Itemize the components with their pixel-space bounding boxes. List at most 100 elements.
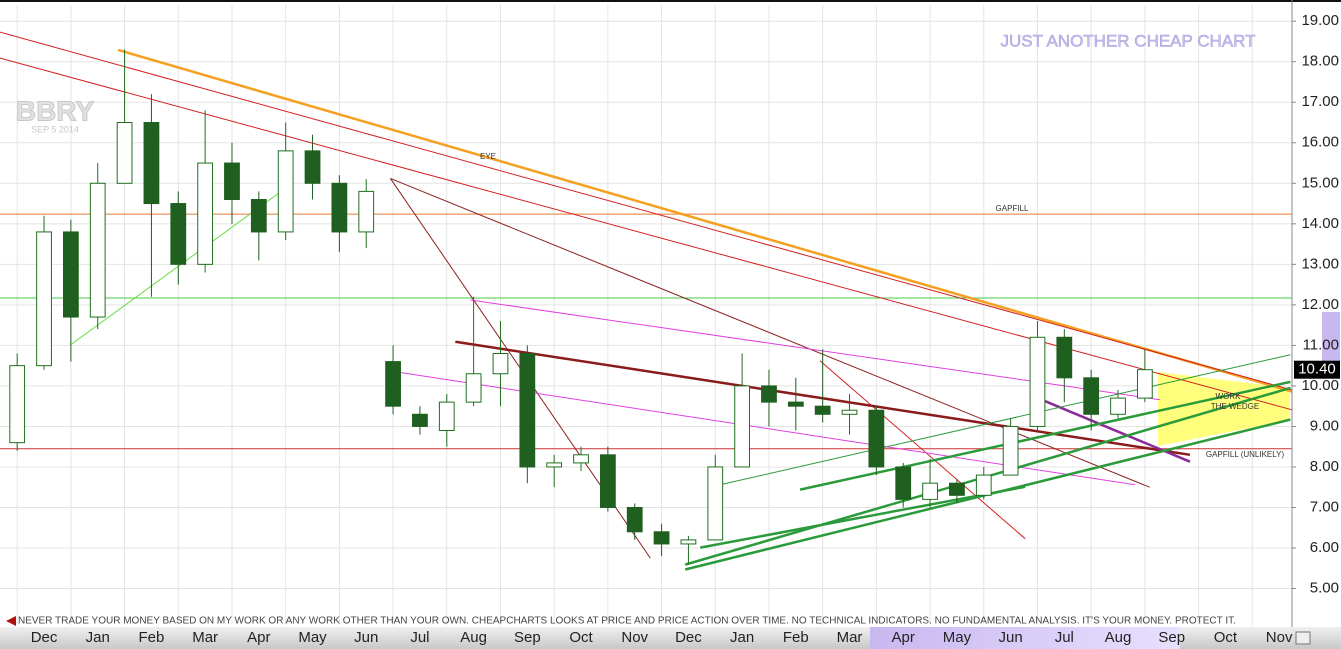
candle-body [438,401,455,431]
y-tick-label: 11.00 [1303,336,1339,353]
candle-body [734,385,751,468]
price-range-marker [1322,312,1340,364]
y-axis: 5.00 6.00 7.00 8.00 9.00 10.00 11.00 12.00 13.00… [1292,12,1340,596]
x-tick-label: Dec [675,629,702,646]
y-tick-label: 19.00 [1301,12,1339,29]
menu-icon[interactable] [1295,631,1311,645]
candles [9,49,1153,565]
candle-body [1029,336,1046,427]
x-tick-label: Jul [1055,629,1074,646]
candle-body [626,506,643,533]
candle-body [841,409,858,415]
x-tick-label: Feb [139,629,165,646]
symbol-watermark: BBRY [16,95,95,126]
candle-body [9,365,26,444]
date-watermark: SEP 5 2014 [31,124,79,134]
scroll-left-icon[interactable] [6,616,16,626]
candle-body [787,401,804,407]
trendline [819,360,1026,540]
grid [0,5,1292,625]
x-tick-label: Aug [460,629,487,646]
candle-body [922,482,938,500]
candle-body [358,190,375,233]
y-tick-label: 12.00 [1301,296,1339,313]
top-border [0,0,1341,2]
candle-body [519,352,536,468]
y-tick-label: 17.00 [1301,93,1339,110]
candle-body [465,373,482,403]
candle-body [116,122,133,184]
last-price-box [1294,360,1340,379]
x-tick-label: Jan [730,629,754,646]
candle-body [1110,397,1126,415]
candle-body [653,531,670,545]
annotation: WORK [1216,392,1242,401]
candle-body [546,462,563,468]
candle-body [36,231,52,367]
candle-body [224,162,240,201]
candle-body [1136,369,1153,399]
y-tick-label: 7.00 [1310,498,1339,515]
x-tick-label: Jul [410,629,429,646]
x-tick-label: Feb [783,629,809,646]
y-tick-label: 8.00 [1310,458,1339,475]
x-tick-label: Nov [621,629,648,646]
candle-body [680,539,697,545]
candle-body [143,122,160,205]
y-tick-label: 9.00 [1310,417,1339,434]
x-tick-label: Oct [1214,629,1238,646]
candle-body [573,454,589,464]
candle-body [895,466,912,500]
candle-body [62,231,79,318]
x-tick-label: Jun [999,629,1023,646]
x-tick-label: Sep [514,629,541,646]
candle-body [1056,336,1073,379]
y-tick-label: 15.00 [1301,174,1339,191]
x-tick-label: Nov [1266,629,1293,646]
x-tick-label: May [298,629,327,646]
y-tick-label: 13.00 [1301,255,1339,272]
candle-body [814,405,831,415]
candle-body [412,413,428,427]
y-tick-label: 18.00 [1301,53,1339,70]
y-tick-label: 10.00 [1301,377,1339,394]
x-tick-label: Mar [192,629,218,646]
candle-body [197,162,214,265]
x-axis: Dec Jan Feb Mar Apr May Jun Jul Aug Sep Oct Nov Dec J… [31,629,1293,646]
candle-body [89,182,106,318]
trendline [0,57,1293,411]
candle-body [868,409,885,468]
trendline [719,354,1291,486]
candle-body [492,352,509,375]
x-tick-label: Dec [31,629,58,646]
candle-body [1083,377,1100,415]
annotation: GAPFILL (UNLIKELY) [1206,450,1285,459]
x-tick-label: Mar [837,629,863,646]
trendline [117,48,1293,393]
x-tick-label: Aug [1105,629,1132,646]
trendline [799,380,1291,491]
candle-body [949,482,965,496]
x-tick-label: Oct [569,629,593,646]
y-tick-label: 14.00 [1301,215,1339,232]
candle-body [975,474,992,496]
x-tick-label: Apr [892,629,915,646]
last-price-label: 10.40 [1298,361,1336,378]
trendline [390,177,1150,488]
selected-range [870,627,1180,649]
trendline [0,31,1293,391]
candle-body [761,385,777,403]
candle-body [707,466,724,541]
annotation: THE WEDGE [1211,402,1259,411]
candle-body [385,361,401,407]
annotation: GAPFILL [996,204,1029,213]
y-tick-label: 6.00 [1310,539,1339,556]
candle-body [277,150,294,233]
x-tick-label: Apr [247,629,270,646]
candle-body [170,203,187,265]
wedge-highlight [1158,372,1290,446]
y-tick-label: 16.00 [1301,134,1339,151]
